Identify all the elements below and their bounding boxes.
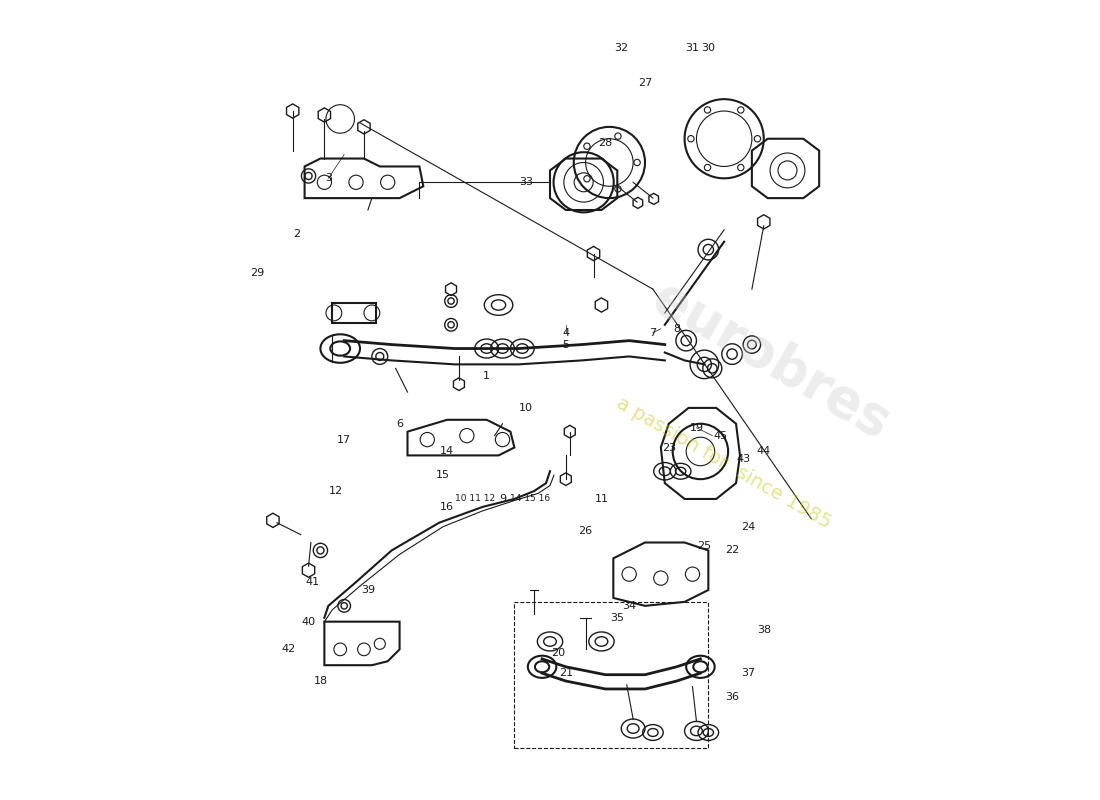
Text: 14: 14 [440,446,454,457]
Text: 16: 16 [440,502,454,512]
Text: 28: 28 [598,138,613,148]
Text: 20: 20 [551,648,565,658]
Text: 39: 39 [361,585,375,595]
Text: 38: 38 [757,625,771,634]
Text: 34: 34 [623,601,636,611]
Text: 33: 33 [519,178,534,187]
Text: 2: 2 [293,229,300,238]
Text: 24: 24 [740,522,755,532]
Text: 43: 43 [737,454,751,464]
Text: 22: 22 [725,546,739,555]
Text: 27: 27 [638,78,652,88]
Text: 37: 37 [741,668,755,678]
Text: 45: 45 [713,430,727,441]
Text: 5: 5 [562,339,570,350]
Text: 18: 18 [314,676,328,686]
Text: 23: 23 [662,442,675,453]
Text: 11: 11 [594,494,608,504]
Text: 29: 29 [250,268,264,278]
Text: 6: 6 [396,418,403,429]
Text: 9: 9 [499,494,506,504]
Text: 44: 44 [757,446,771,457]
Text: 3: 3 [324,174,332,183]
Text: 35: 35 [610,613,625,622]
Text: 8: 8 [673,324,680,334]
Text: 10: 10 [519,403,534,413]
Text: 15: 15 [436,470,450,480]
Text: 4: 4 [562,328,570,338]
Text: 31: 31 [685,42,700,53]
Text: 21: 21 [559,668,573,678]
Text: a passion for  since 1985: a passion for since 1985 [614,394,835,533]
Text: 17: 17 [337,434,351,445]
Text: 32: 32 [614,42,628,53]
Bar [515,602,708,748]
Text: 41: 41 [306,577,320,587]
Text: 40: 40 [301,617,316,626]
Text: 12: 12 [329,486,343,496]
Text: 36: 36 [725,692,739,702]
Bar [332,303,376,323]
Text: 30: 30 [702,42,715,53]
Text: 14 15 16: 14 15 16 [510,494,550,503]
Text: 10 11 12: 10 11 12 [454,494,495,503]
Text: 26: 26 [579,526,593,536]
Text: 25: 25 [697,542,712,551]
Text: 7: 7 [649,328,657,338]
Text: 42: 42 [282,644,296,654]
Text: 19: 19 [690,422,704,433]
Text: 1: 1 [483,371,491,382]
Text: eurobres: eurobres [644,271,900,450]
